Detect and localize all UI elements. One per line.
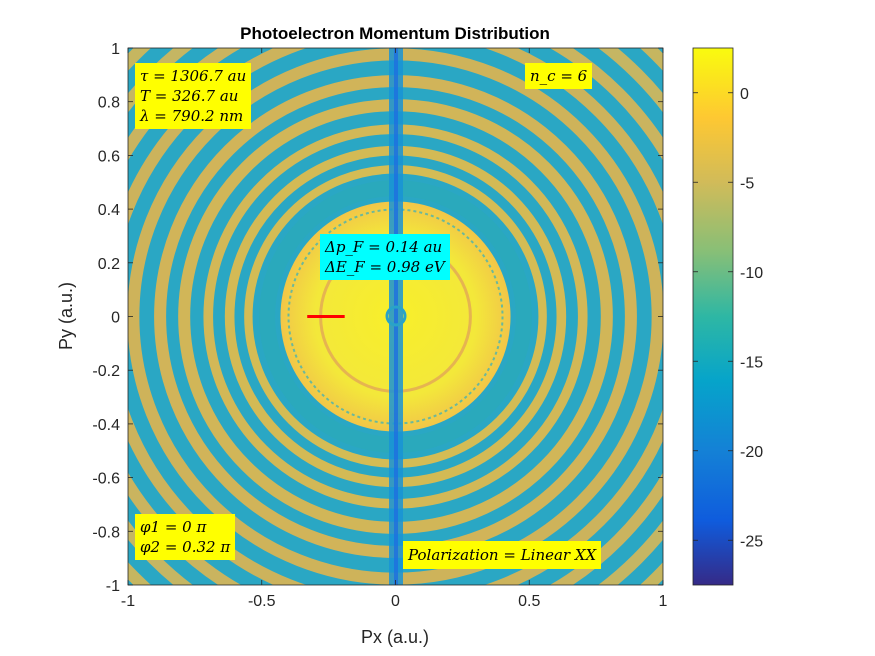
y-tick-label: 1 — [111, 41, 120, 58]
delta-momentum: Δp_F = 0.14 au — [325, 238, 443, 256]
x-axis-label: Px (a.u.) — [361, 627, 429, 647]
colorbar-tick-label: 0 — [740, 86, 749, 103]
colorbar-tick-label: -10 — [740, 265, 763, 282]
polarization-annotation: Polarization = Linear XX — [403, 541, 602, 569]
delta-annotation: Δp_F = 0.14 au ΔE_F = 0.98 eV — [320, 234, 450, 280]
y-tick-label: -0.8 — [92, 524, 120, 541]
y-axis: 1 0.8 0.6 0.4 0.2 0 -0.2 -0.4 -0.6 -0.8 -1 — [92, 41, 663, 595]
y-tick-label: 0 — [111, 310, 120, 327]
center-ring — [385, 305, 407, 327]
cycles-annotation: n_c = 6 — [525, 63, 593, 89]
colorbar-ticks: 0 -5 -10 -15 -20 -25 — [693, 86, 763, 550]
colorbar-tick-label: -5 — [740, 175, 754, 192]
param-tau: τ = 1306.7 au — [140, 67, 247, 85]
delta-energy: ΔE_F = 0.98 eV — [325, 258, 445, 276]
y-tick-label: 0.6 — [98, 148, 120, 165]
y-tick-label: 0.4 — [98, 202, 120, 219]
colorbar-tick-label: -25 — [740, 533, 763, 550]
vertical-node-core — [394, 48, 398, 585]
polarization-value: Polarization = Linear XX — [408, 546, 597, 564]
dotted-ring — [287, 208, 504, 425]
param-wavelength: λ = 790.2 nm — [140, 107, 244, 125]
x-tick-label: -0.5 — [248, 593, 276, 610]
y-tick-label: -0.2 — [92, 363, 120, 380]
x-axis: -1 -0.5 0 0.5 1 — [121, 48, 668, 610]
chart-title: Photoelectron Momentum Distribution — [240, 24, 550, 43]
y-tick-label: -0.6 — [92, 471, 120, 488]
x-tick-label: -1 — [121, 593, 135, 610]
colorbar: 0 -5 -10 -15 -20 -25 — [692, 47, 763, 586]
x-tick-label: 0 — [391, 593, 400, 610]
y-tick-label: -0.4 — [92, 417, 120, 434]
colorbar-tick-label: -20 — [740, 444, 763, 461]
cycles-value: n_c = 6 — [530, 67, 588, 85]
x-tick-label: 1 — [659, 593, 668, 610]
y-tick-label: 0.8 — [98, 95, 120, 112]
y-axis-label: Py (a.u.) — [56, 282, 76, 350]
colorbar-tick-label: -15 — [740, 354, 763, 371]
phase-2: φ2 = 0.32 π — [140, 538, 231, 556]
y-tick-label: 0.2 — [98, 256, 120, 273]
phases-annotation: φ1 = 0 π φ2 = 0.32 π — [135, 514, 236, 560]
params-annotation: τ = 1306.7 au T = 326.7 au λ = 790.2 nm — [135, 63, 252, 129]
colorbar-gradient — [692, 47, 734, 586]
y-tick-label: -1 — [106, 578, 120, 595]
phase-1: φ1 = 0 π — [140, 518, 207, 536]
param-period: T = 326.7 au — [140, 87, 239, 105]
x-tick-label: 0.5 — [518, 593, 540, 610]
